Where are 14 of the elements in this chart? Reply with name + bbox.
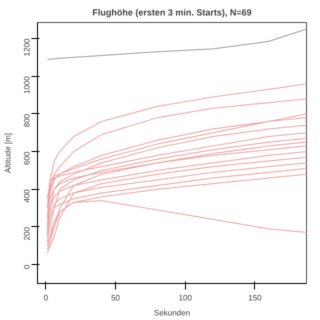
chart-title: Flughöhe (ersten 3 min. Starts), N=69: [92, 8, 252, 18]
y-tick-label: 1000: [22, 76, 32, 94]
x-axis-title: Sekunden: [154, 308, 190, 318]
y-tick-label: 800: [22, 113, 32, 128]
y-tick-label: 400: [22, 188, 32, 203]
x-tick-label: 0: [44, 294, 49, 302]
y-axis-title: Altitude [m]: [4, 132, 12, 174]
y-tick-label: 600: [22, 151, 32, 165]
x-tick-label: 150: [248, 294, 262, 302]
x-tick-label: 100: [178, 294, 192, 302]
x-tick-label: 50: [111, 294, 121, 302]
y-tick-label: 0: [22, 264, 32, 270]
y-tick-label: 200: [22, 226, 32, 240]
y-tick-label: 1200: [22, 38, 32, 56]
